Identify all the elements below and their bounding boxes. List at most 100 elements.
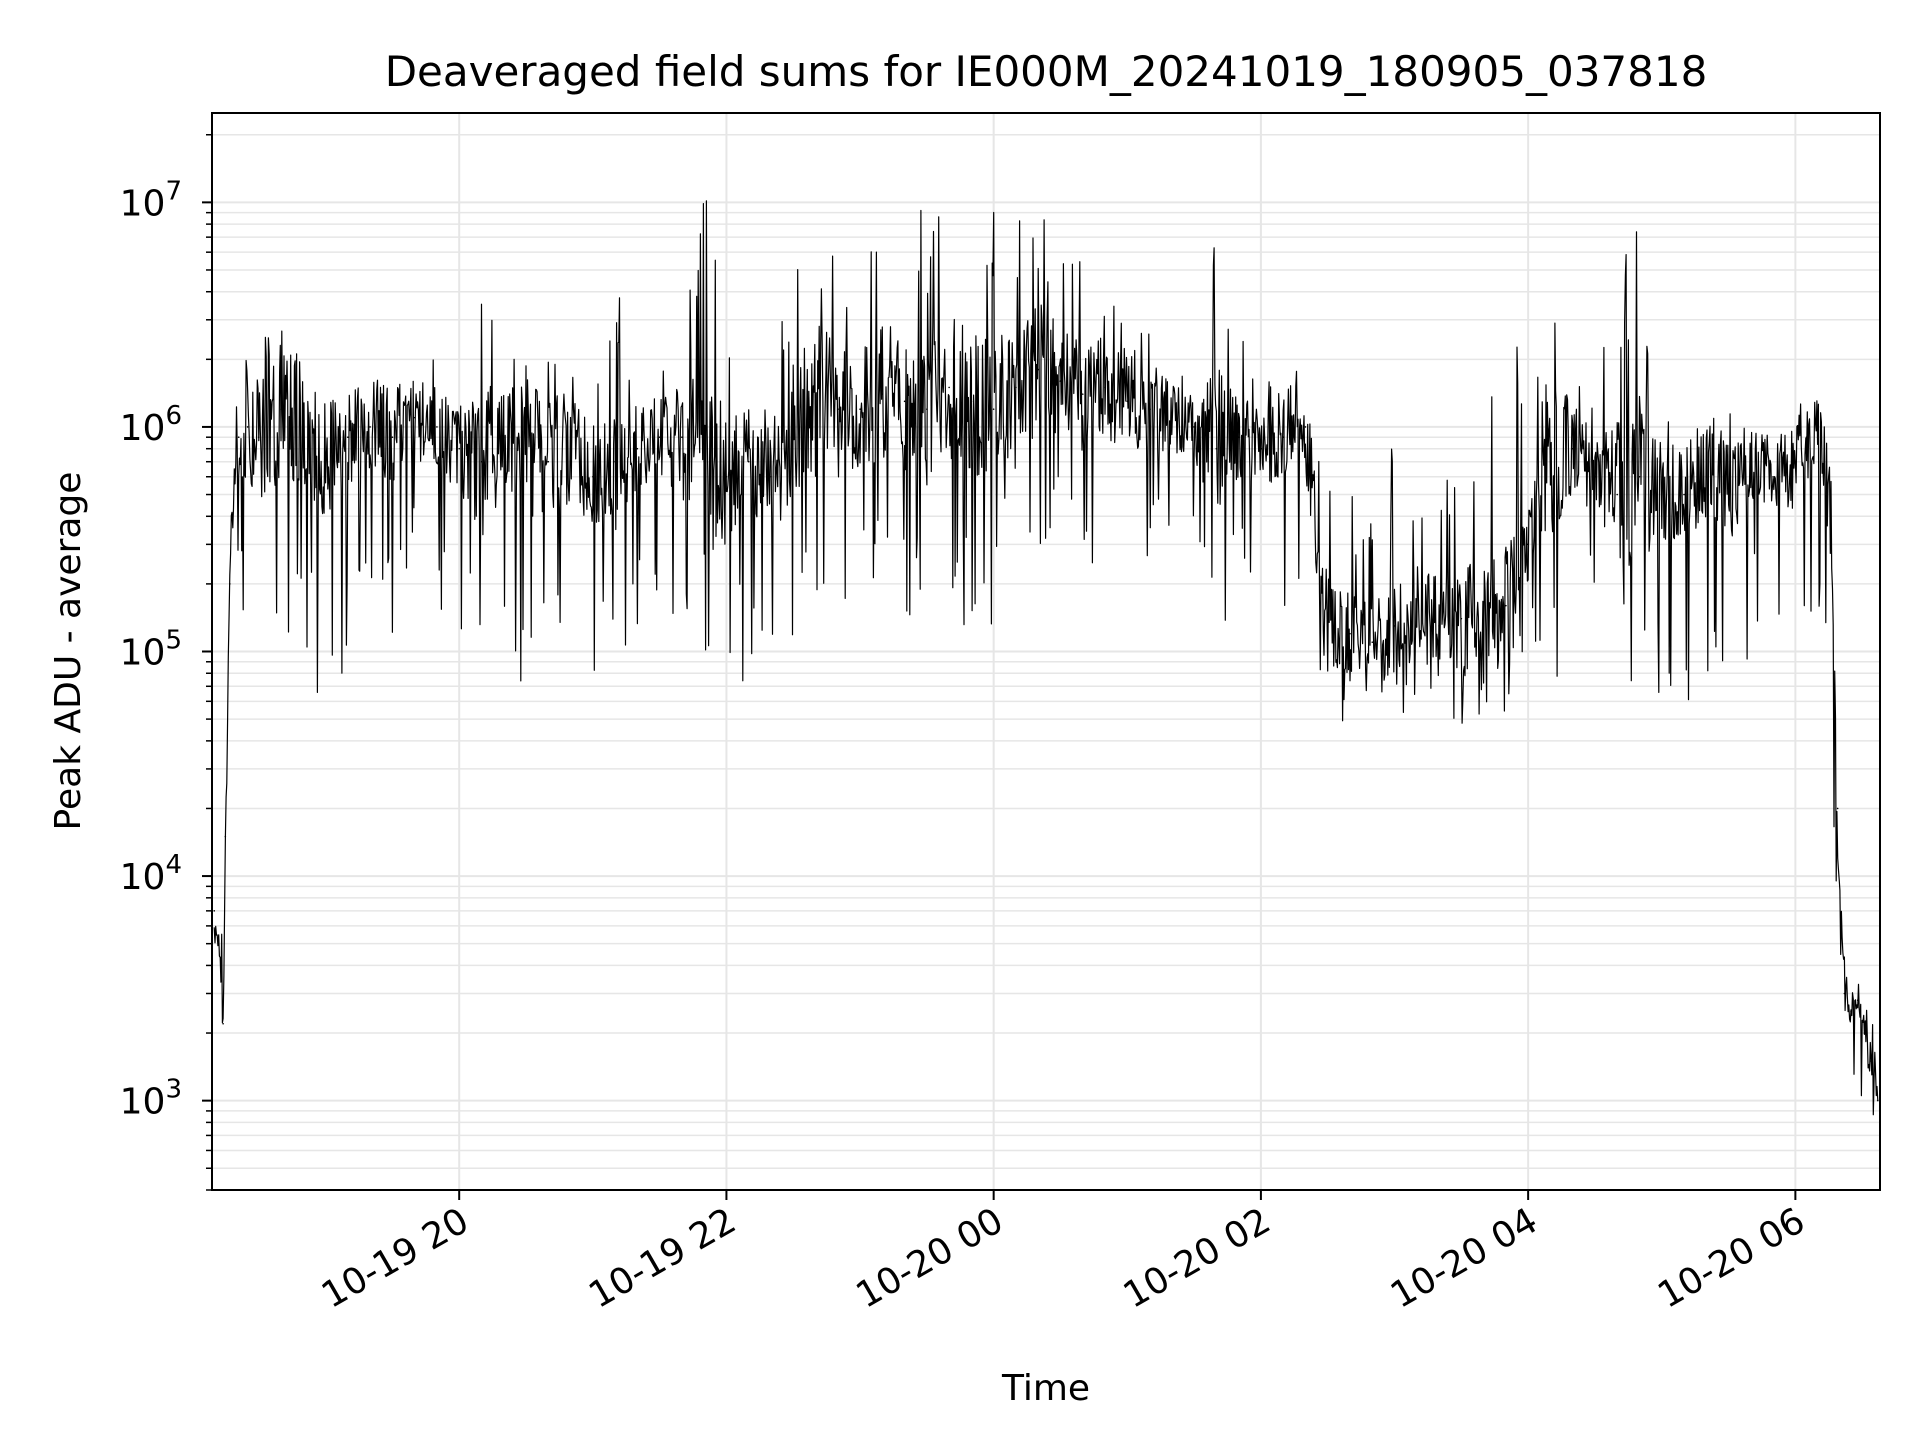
data-point	[636, 447, 639, 450]
data-point	[229, 583, 231, 585]
data-point	[217, 942, 220, 945]
data-point	[1836, 807, 1839, 810]
grid	[212, 113, 1880, 1191]
data-point	[681, 436, 683, 439]
data-point	[1193, 426, 1195, 428]
data-point	[881, 393, 884, 395]
data-point	[1856, 999, 1859, 1002]
data-point	[436, 426, 438, 428]
data-point	[859, 408, 861, 410]
data-point	[1823, 460, 1826, 463]
data-point	[222, 1022, 224, 1025]
data-point	[324, 460, 327, 463]
y-tick-label: 105	[120, 626, 182, 674]
data-point	[1438, 625, 1440, 627]
data-point	[1415, 611, 1418, 613]
data-point	[814, 400, 817, 403]
data-point	[413, 416, 416, 419]
y-tick-label: 104	[120, 850, 182, 898]
data-point	[970, 400, 973, 403]
data-point	[1505, 604, 1507, 607]
data-point	[1750, 460, 1752, 463]
data-point	[1794, 460, 1797, 463]
series-line-0	[213, 200, 1879, 1116]
data-point	[1660, 493, 1663, 496]
data-point	[1015, 386, 1017, 389]
data-point	[1876, 1099, 1879, 1102]
data-point	[1482, 611, 1485, 613]
data-point	[992, 408, 995, 410]
data-point	[1037, 368, 1040, 371]
y-tick-label: 103	[120, 1075, 182, 1123]
data-point	[1638, 475, 1641, 478]
chart-title: Deaveraged field sums for IE000M_2024101…	[385, 47, 1708, 96]
x-axis-label: Time	[1001, 1368, 1090, 1409]
data-point	[725, 475, 728, 478]
data-point	[458, 447, 460, 450]
data-point	[1571, 447, 1574, 450]
data-point	[1081, 393, 1084, 395]
data-point	[1371, 641, 1374, 644]
y-tick-label: 107	[120, 176, 182, 224]
data-point	[1460, 617, 1463, 620]
data-point	[1260, 447, 1262, 450]
data-point	[1850, 1010, 1852, 1013]
data-point	[1171, 416, 1173, 419]
data-point	[1830, 543, 1832, 546]
data-point	[347, 436, 349, 439]
data-point	[1772, 475, 1774, 478]
data-point	[224, 835, 227, 838]
data-point	[1059, 380, 1062, 382]
data-point	[213, 910, 216, 912]
data-point	[246, 426, 249, 428]
data-point	[770, 475, 772, 478]
data-point	[257, 436, 260, 439]
data-point	[525, 447, 527, 450]
data-point	[1863, 1032, 1866, 1034]
data-point	[1304, 426, 1307, 428]
data-point	[302, 426, 305, 428]
y-axis-label: Peak ADU - average	[48, 472, 89, 831]
data-point	[1237, 436, 1240, 439]
data-point	[1705, 475, 1708, 478]
data-point	[1616, 493, 1619, 496]
data-point	[502, 436, 505, 439]
data-point	[926, 408, 928, 410]
data-point	[1843, 992, 1846, 995]
data-point	[1148, 408, 1151, 410]
data-point	[369, 426, 371, 428]
data-point	[658, 436, 661, 439]
data-point	[1215, 447, 1218, 450]
data-point	[1727, 493, 1730, 496]
data-point	[592, 475, 594, 478]
data-point	[1126, 400, 1129, 403]
data-point	[1805, 436, 1808, 439]
series-group	[213, 200, 1879, 1116]
data-point	[1816, 436, 1819, 439]
data-point	[1326, 625, 1329, 627]
data-point	[1527, 543, 1529, 546]
data-point	[1349, 632, 1351, 635]
data-point	[792, 436, 795, 439]
data-point	[747, 460, 750, 463]
data-point	[903, 400, 906, 403]
data-point	[569, 447, 572, 450]
data-point	[237, 436, 240, 439]
data-point	[1282, 436, 1284, 439]
data-point	[547, 460, 550, 463]
data-point	[703, 460, 705, 463]
data-point	[1393, 625, 1396, 627]
data-point	[1549, 460, 1552, 463]
data-point	[1104, 386, 1106, 389]
data-point	[391, 436, 394, 439]
data-point	[836, 408, 839, 410]
data-point	[614, 460, 616, 463]
y-tick-label: 106	[120, 401, 182, 449]
data-point	[948, 386, 950, 389]
data-point	[1594, 475, 1596, 478]
data-point	[280, 408, 282, 410]
data-point	[1870, 1060, 1872, 1062]
data-point	[480, 460, 483, 463]
